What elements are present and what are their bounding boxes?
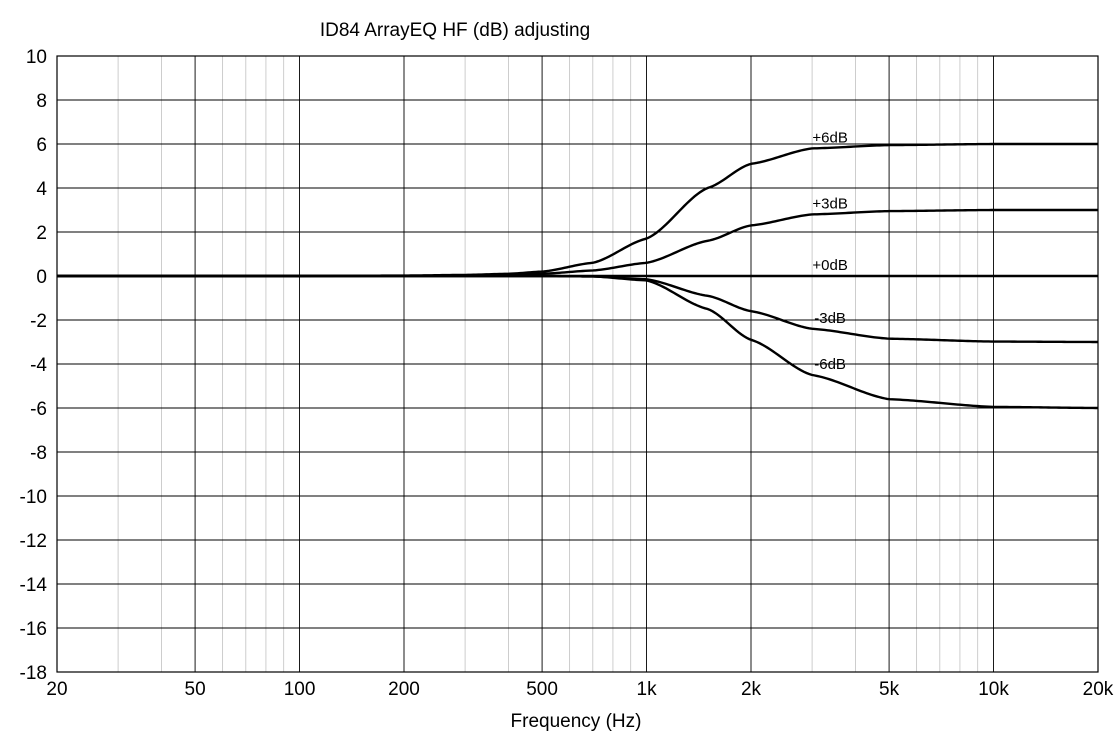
series-lines bbox=[57, 142, 1099, 410]
y-tick-label: 4 bbox=[36, 179, 47, 200]
grid bbox=[57, 56, 1098, 672]
series-line bbox=[57, 274, 1099, 410]
series-label: +3dB bbox=[812, 195, 847, 212]
y-tick-label: -4 bbox=[30, 355, 47, 376]
x-axis-ticks: 20 50 100 200 500 1k 2k 5k 10k 20k bbox=[46, 679, 1113, 700]
x-axis-label: Frequency (Hz) bbox=[511, 711, 642, 732]
y-tick-label: 10 bbox=[26, 47, 47, 68]
x-tick-label: 500 bbox=[526, 679, 558, 700]
x-tick-label: 1k bbox=[637, 679, 658, 700]
y-tick-label: 2 bbox=[36, 223, 47, 244]
y-tick-label: -2 bbox=[30, 311, 47, 332]
y-tick-label: -8 bbox=[30, 443, 47, 464]
y-axis-ticks: 10 8 6 4 2 0 -2 -4 -6 -8 -10 -12 -14 -16 -18 bbox=[20, 47, 48, 684]
y-tick-label: -14 bbox=[20, 575, 48, 596]
plot-frame bbox=[56, 55, 1099, 673]
series-line bbox=[57, 274, 1099, 344]
y-tick-label: -16 bbox=[20, 619, 47, 640]
y-tick-label: 6 bbox=[36, 135, 47, 156]
series-label: +6dB bbox=[812, 129, 847, 146]
y-tick-label: -12 bbox=[20, 531, 47, 552]
y-tick-label: 8 bbox=[36, 91, 47, 112]
x-tick-label: 20 bbox=[46, 679, 67, 700]
chart-title: ID84 ArrayEQ HF (dB) adjusting bbox=[320, 20, 590, 41]
y-tick-label: -18 bbox=[20, 663, 47, 684]
y-tick-label: 0 bbox=[36, 267, 47, 288]
series-label: +0dB bbox=[812, 257, 847, 274]
series-labels: +6dB +3dB +0dB -3dB -6dB bbox=[812, 129, 847, 373]
x-tick-label: 50 bbox=[185, 679, 206, 700]
x-tick-label: 100 bbox=[284, 679, 316, 700]
series-label: -6dB bbox=[814, 356, 846, 373]
y-tick-label: -6 bbox=[30, 399, 47, 420]
x-tick-label: 200 bbox=[388, 679, 420, 700]
series-label: -3dB bbox=[814, 310, 846, 327]
x-tick-label: 10k bbox=[978, 679, 1009, 700]
x-tick-label: 5k bbox=[879, 679, 900, 700]
y-tick-label: -10 bbox=[20, 487, 47, 508]
x-tick-label: 2k bbox=[741, 679, 762, 700]
x-tick-label: 20k bbox=[1083, 679, 1114, 700]
